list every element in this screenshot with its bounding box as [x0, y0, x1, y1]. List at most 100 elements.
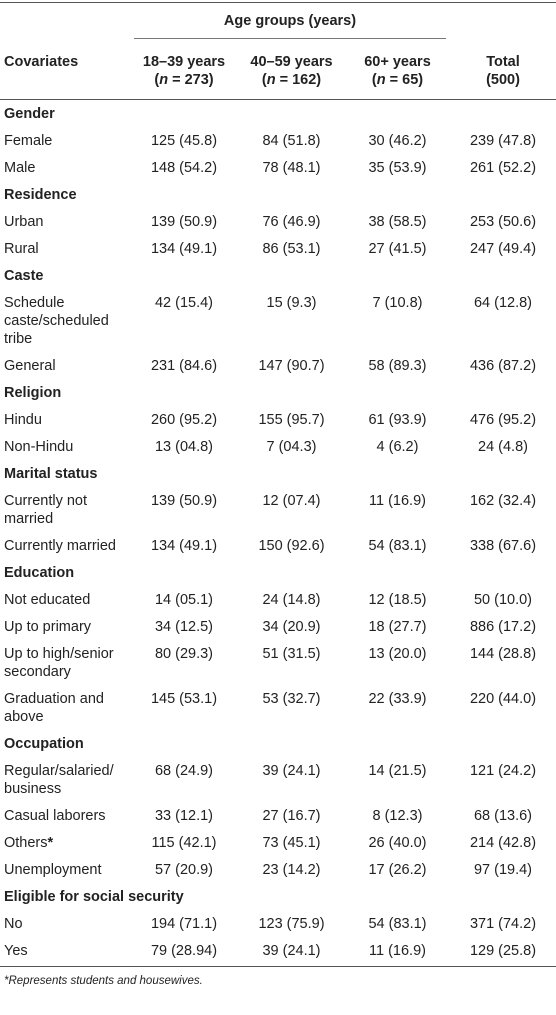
row-label: Rural [4, 241, 39, 257]
column-header: 40–59 years (n = 162) [238, 47, 345, 100]
data-cell: 76 (46.9) [262, 214, 321, 230]
section-row: Eligible for social security [0, 883, 556, 910]
data-cell: 30 (46.2) [368, 133, 427, 149]
row-label-cell: Up to high/senior secondary [0, 640, 130, 685]
data-cell: 34 (20.9) [262, 619, 321, 635]
section-row: Caste [0, 262, 556, 289]
row-label: Hindu [4, 412, 42, 428]
data-cell: 15 (9.3) [266, 295, 317, 311]
data-row: Currently married 134 (49.1) 150 (92.6) 54 … [0, 532, 556, 559]
column-label: Total [486, 54, 520, 70]
data-cell: 58 (89.3) [368, 358, 427, 374]
row-label-cell: Non-Hindu [0, 433, 130, 460]
column-label: 18–39 years [142, 54, 226, 70]
data-cell: 4 (6.2) [376, 439, 419, 455]
data-cell: 162 (32.4) [469, 493, 537, 509]
data-cell: 86 (53.1) [262, 241, 321, 257]
row-label: Casual laborers [4, 808, 106, 824]
row-label: General [4, 358, 56, 374]
section-row: Marital status [0, 460, 556, 487]
data-cell: 50 (10.0) [473, 592, 533, 608]
data-cell: 53 (32.7) [262, 691, 321, 707]
data-cell: 476 (95.2) [469, 412, 537, 428]
data-cell: 371 (74.2) [469, 916, 537, 932]
data-cell: 51 (31.5) [262, 646, 321, 662]
count-symbol: n [376, 72, 386, 88]
data-cell: 123 (75.9) [258, 916, 325, 932]
data-cell: 436 (87.2) [469, 358, 537, 374]
data-cell: 34 (12.5) [154, 619, 214, 635]
row-label-cell: Regular/salaried/business [0, 757, 130, 802]
data-cell: 14 (05.1) [154, 592, 214, 608]
column-header-row: Covariates 18–39 years (n = 273) 40–59 yea… [0, 47, 556, 100]
data-cell: 14 (21.5) [368, 763, 427, 779]
section-title: Gender [4, 106, 55, 122]
data-cell: 13 (04.8) [154, 439, 214, 455]
data-row: Female 125 (45.8) 84 (51.8) 30 (46.2) 239 (4… [0, 127, 556, 154]
data-cell: 26 (40.0) [368, 835, 427, 851]
row-label: No [4, 916, 23, 932]
row-label: Currently married [4, 538, 116, 554]
row-label-cell: Up to primary [0, 613, 130, 640]
row-label: Currently not married [4, 493, 88, 527]
table-body: Gender Female 125 (45.8) 84 (51.8) 30 (46.2)… [0, 100, 556, 967]
data-cell: 42 (15.4) [154, 295, 214, 311]
column-label: 40–59 years [250, 54, 333, 70]
data-cell: 78 (48.1) [262, 160, 321, 176]
row-label-cell: Others* [0, 829, 130, 856]
data-cell: 194 (71.1) [150, 916, 218, 932]
data-row: Up to primary 34 (12.5) 34 (20.9) 18 (27.7)… [0, 613, 556, 640]
data-cell: 61 (93.9) [368, 412, 427, 428]
data-cell: 64 (12.8) [473, 295, 533, 311]
row-label-cell: Urban [0, 208, 130, 235]
data-cell: 54 (83.1) [368, 916, 427, 932]
data-cell: 125 (45.8) [150, 133, 218, 149]
data-cell: 148 (54.2) [150, 160, 218, 176]
section-title: Religion [4, 385, 62, 401]
data-row: Not educated 14 (05.1) 24 (14.8) 12 (18.5) 5… [0, 586, 556, 613]
data-cell: 24 (14.8) [262, 592, 321, 608]
section-row: Occupation [0, 730, 556, 757]
count-open: ( [261, 72, 267, 88]
data-cell: 129 (25.8) [469, 943, 537, 959]
stub-header: Covariates [0, 47, 130, 100]
data-cell: 121 (24.2) [469, 763, 537, 779]
data-cell: 12 (18.5) [368, 592, 427, 608]
row-label: Not educated [4, 592, 91, 608]
row-label: Urban [4, 214, 44, 230]
section-row: Education [0, 559, 556, 586]
row-label-cell: Yes [0, 937, 130, 967]
section-row: Gender [0, 100, 556, 128]
column-header: 18–39 years (n = 273) [130, 47, 238, 100]
data-row: Regular/salaried/business 68 (24.9) 39 (24… [0, 757, 556, 802]
row-label-mark: * [47, 835, 54, 851]
count-open: ( [154, 72, 160, 88]
data-cell: 139 (50.9) [150, 493, 218, 509]
count-open: ( [371, 72, 377, 88]
data-cell: 150 (92.6) [258, 538, 325, 554]
row-label: Regular/salaried/business [4, 763, 114, 797]
footnote: *Represents students and housewives. [4, 975, 203, 987]
data-row: Yes 79 (28.94) 39 (24.1) 11 (16.9) 129 (25.8… [0, 937, 556, 967]
data-cell: 139 (50.9) [150, 214, 218, 230]
section-title: Residence [4, 187, 77, 203]
data-cell: 27 (41.5) [368, 241, 427, 257]
data-row: Male 148 (54.2) 78 (48.1) 35 (53.9) 261 (52.… [0, 154, 556, 181]
data-cell: 54 (83.1) [368, 538, 427, 554]
row-label-cell: Currently married [0, 532, 130, 559]
data-row: Currently not married 139 (50.9) 12 (07.4)… [0, 487, 556, 532]
data-cell: 57 (20.9) [154, 862, 214, 878]
data-cell: 144 (28.8) [469, 646, 537, 662]
row-label: Others [4, 835, 48, 851]
data-row: Casual laborers 33 (12.1) 27 (16.7) 8 (12.3… [0, 802, 556, 829]
row-label: Female [4, 133, 53, 149]
data-cell: 39 (24.1) [262, 763, 321, 779]
row-label: Non-Hindu [4, 439, 74, 455]
data-cell: 23 (14.2) [262, 862, 321, 878]
row-label-cell: Rural [0, 235, 130, 262]
row-label-cell: Schedule caste/scheduled tribe [0, 289, 130, 352]
data-table: Age groups (years) Covariates 18–39 year… [0, 2, 556, 967]
data-cell: 27 (16.7) [262, 808, 321, 824]
count-close: = 162) [275, 72, 322, 88]
data-cell: 80 (29.3) [154, 646, 214, 662]
